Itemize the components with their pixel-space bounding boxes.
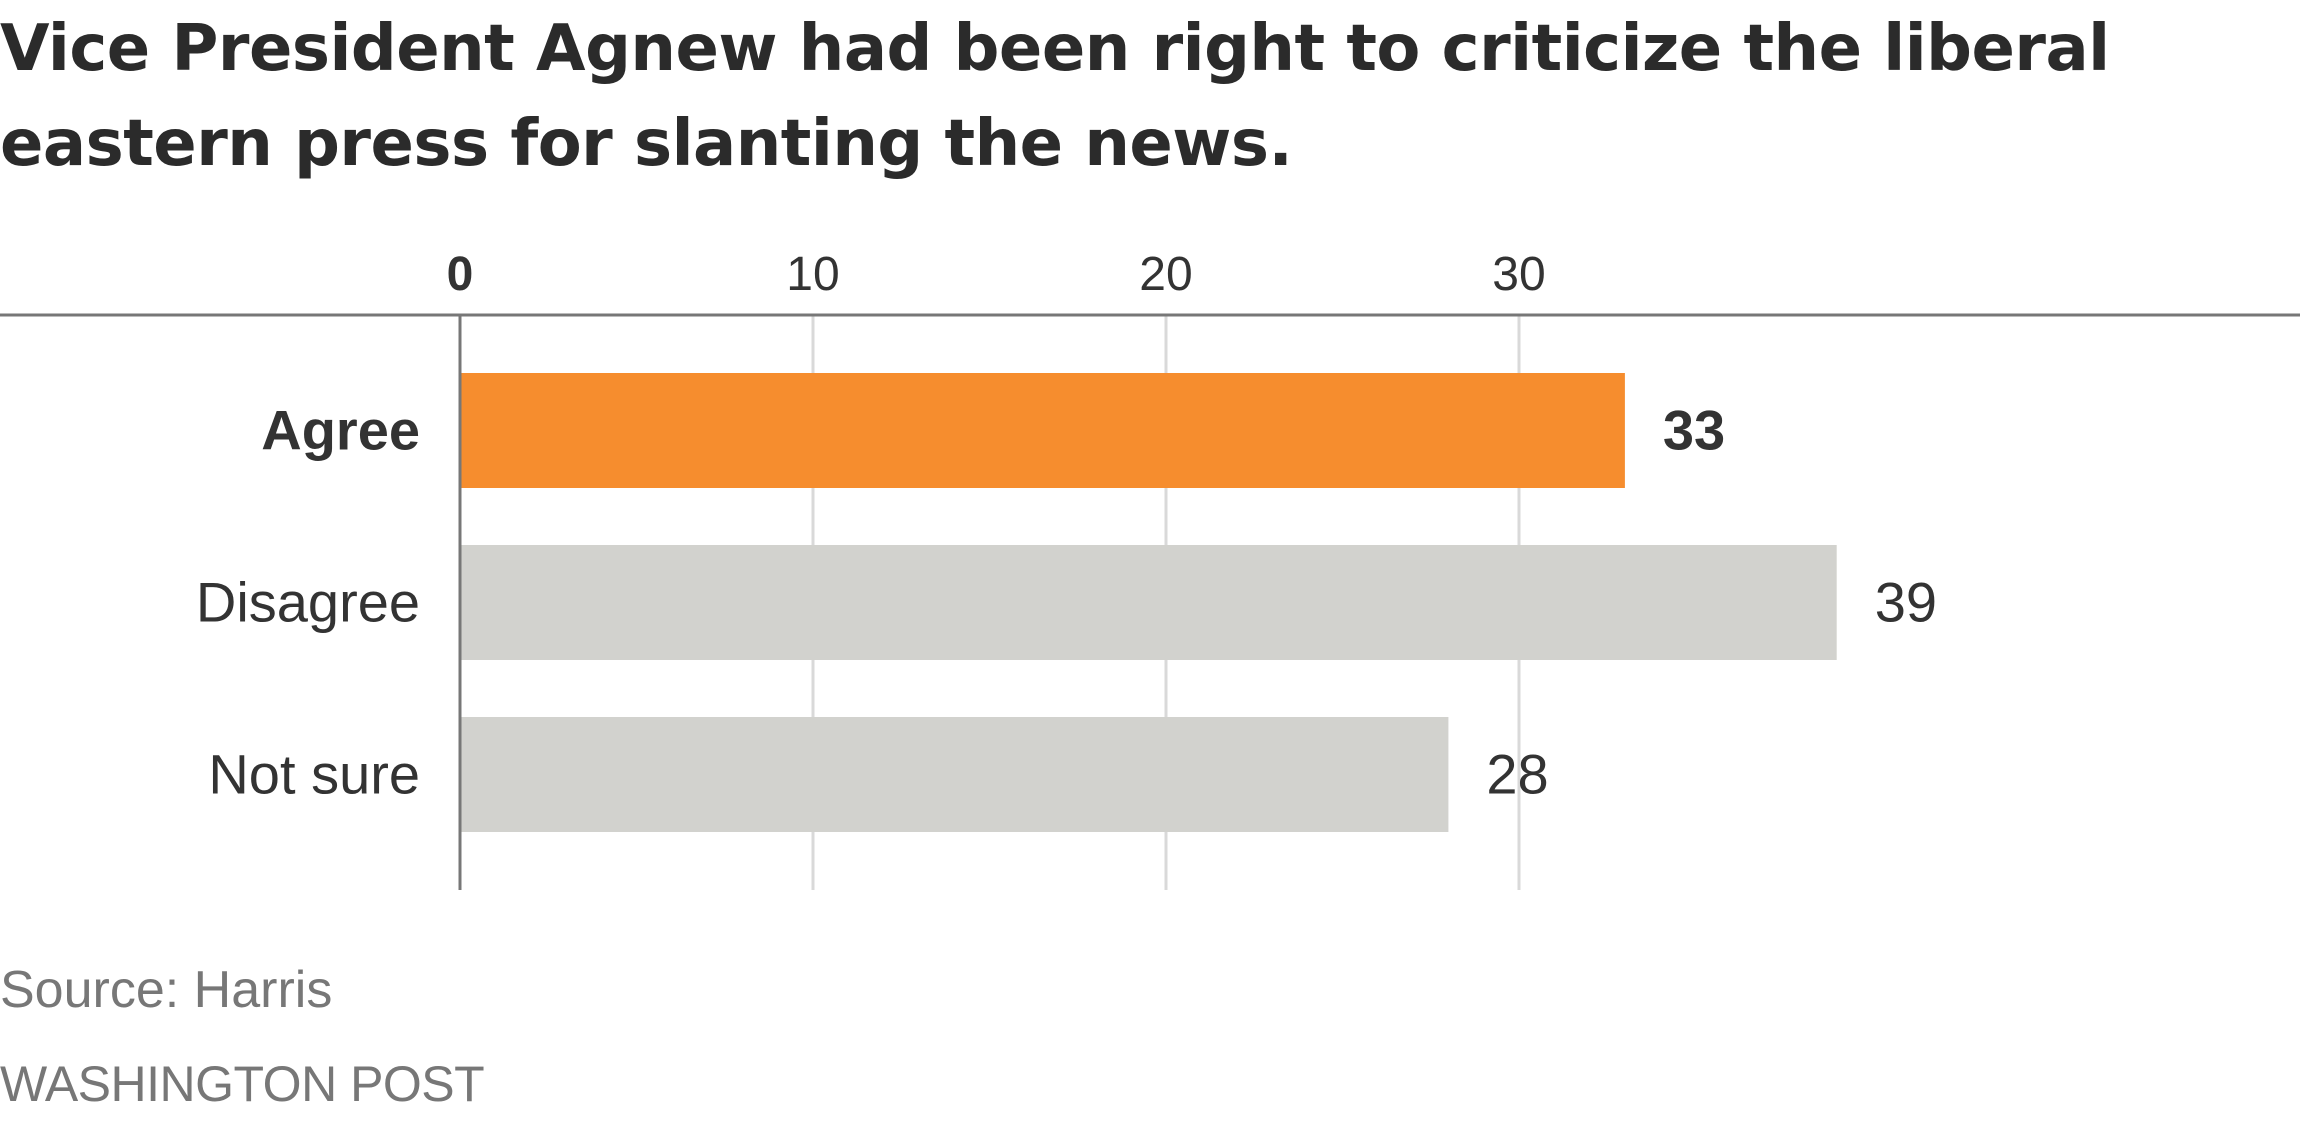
source-note: Source: Harris [0, 961, 333, 1019]
bar-disagree [460, 545, 1837, 660]
bar-not-sure [460, 717, 1449, 832]
x-tick-label-30: 30 [1492, 248, 1545, 301]
publisher-credit: WASHINGTON POST [0, 1056, 485, 1112]
chart-title: Vice President Agnew had been right to c… [0, 12, 2110, 181]
value-label-agree: 33 [1663, 399, 1725, 462]
x-tick-label-20: 20 [1139, 248, 1192, 301]
x-tick-label-0: 0 [447, 248, 474, 301]
category-label-agree: Agree [261, 399, 420, 462]
bar-chart: 0 10 20 30 Agree 33 Disagree 39 Not sure 28 [0, 248, 2300, 890]
value-label-disagree: 39 [1875, 571, 1937, 634]
category-label-disagree: Disagree [196, 571, 420, 634]
bar-agree [460, 373, 1625, 488]
category-label-not-sure: Not sure [208, 743, 420, 806]
value-label-not-sure: 28 [1486, 743, 1548, 806]
x-tick-label-10: 10 [786, 248, 839, 301]
